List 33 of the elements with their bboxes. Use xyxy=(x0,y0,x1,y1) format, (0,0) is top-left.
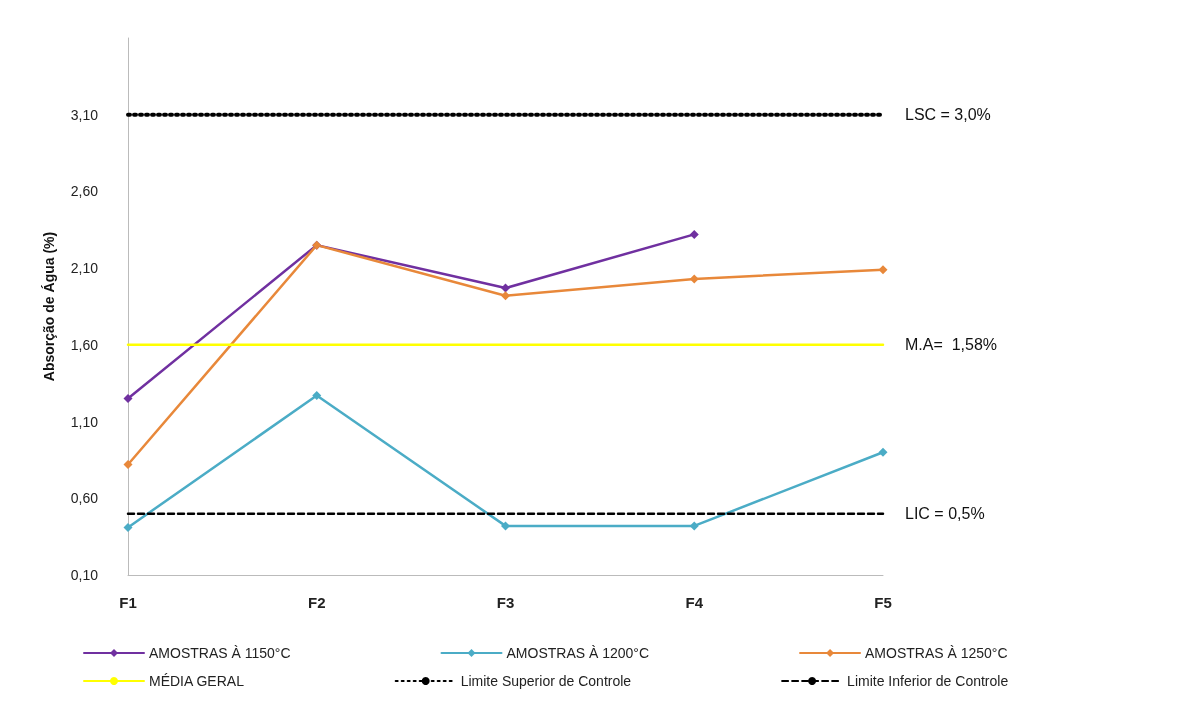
point xyxy=(123,522,133,532)
point xyxy=(501,521,510,531)
annotation: M.A= 1,58% xyxy=(905,336,998,354)
point xyxy=(501,283,510,293)
legend-label: Limite Superior de Controle xyxy=(460,673,632,689)
x-tick-label: F3 xyxy=(496,594,515,611)
y-tick-label: 2,60 xyxy=(70,183,99,200)
y-axis-title: Absorção de Água (%) xyxy=(41,231,57,382)
x-tick-label: F2 xyxy=(307,594,326,611)
annotation: LIC = 0,5% xyxy=(905,505,985,523)
point xyxy=(689,274,699,284)
y-tick-label: 3,10 xyxy=(70,106,99,123)
legend-label: AMOSTRAS À 1200°C xyxy=(506,645,650,661)
annotation: LSC = 3,0% xyxy=(905,106,991,124)
point xyxy=(312,390,322,400)
point xyxy=(501,291,510,301)
y-tick-label: 0,10 xyxy=(70,567,99,583)
point xyxy=(878,447,888,457)
x-tick-label: F1 xyxy=(119,594,137,611)
legend-label: Limite Inferior de Controle xyxy=(847,673,1009,689)
y-tick-label: 1,10 xyxy=(70,413,99,430)
x-tick-label: F5 xyxy=(874,594,892,611)
y-tick-label: 0,60 xyxy=(70,490,99,507)
y-tick-label: 1,60 xyxy=(70,336,99,353)
legend-label: AMOSTRAS À 1250°C xyxy=(865,645,1008,661)
point xyxy=(123,394,133,404)
point xyxy=(878,265,888,275)
point xyxy=(689,229,699,239)
legend-label: AMOSTRAS À 1150°C xyxy=(149,645,291,661)
legend-label: MÉDIA GERAL xyxy=(149,673,245,689)
point xyxy=(123,460,133,470)
x-tick-label: F4 xyxy=(685,594,704,611)
y-tick-label: 2,10 xyxy=(70,260,99,277)
